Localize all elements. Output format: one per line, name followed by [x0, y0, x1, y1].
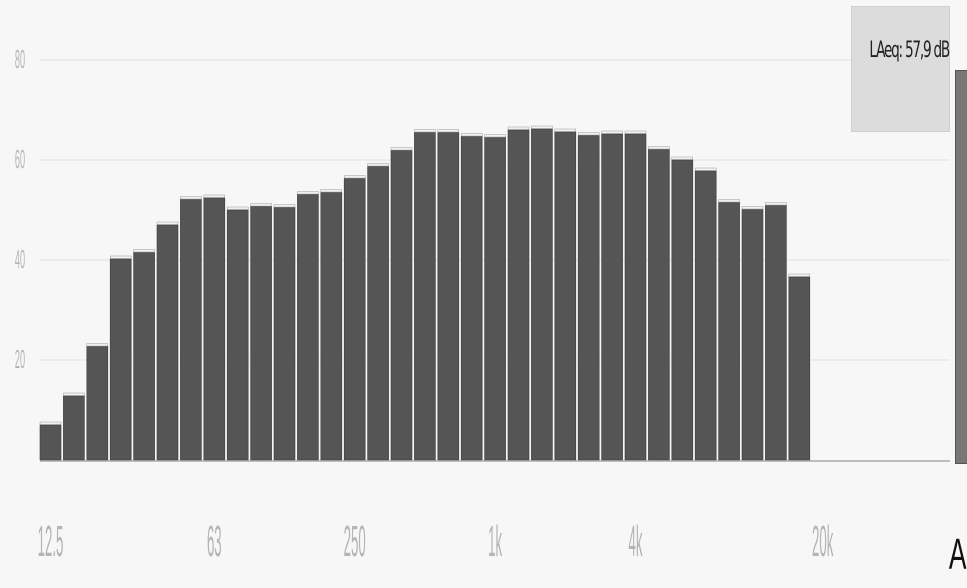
peak-marker [765, 202, 787, 206]
spectrum-bar [63, 395, 85, 461]
peak-marker [695, 167, 717, 171]
x-tick-label: 20k [812, 517, 834, 566]
peak-marker [484, 134, 506, 138]
spectrum-bar [109, 258, 132, 461]
peak-marker [507, 126, 530, 130]
x-axis-ticks: 12.5 63 250 1k 4k 20k [38, 517, 834, 566]
peak-marker [86, 343, 109, 347]
x-tick-label: 4k [629, 517, 643, 566]
y-tick-label: 60 [15, 145, 25, 174]
peak-marker [133, 249, 155, 253]
chart-bars [39, 125, 811, 461]
spectrum-bar [273, 207, 296, 461]
spectrum-bar [531, 128, 553, 461]
peak-marker [531, 125, 553, 129]
spectrum-bar [39, 424, 62, 461]
spectrum-bar [250, 206, 272, 461]
spectrum-bar [320, 192, 343, 461]
peak-marker [226, 206, 249, 210]
spectrum-bar [297, 194, 319, 461]
spectrum-bar [437, 132, 460, 461]
spectrum-bar [390, 150, 413, 461]
spectrum-bar [601, 133, 623, 461]
peak-marker [344, 175, 366, 179]
y-tick-label: 20 [15, 345, 25, 374]
peak-marker [461, 133, 483, 137]
peak-marker [273, 204, 296, 208]
x-tick-label: 1k [488, 517, 502, 566]
peak-marker [203, 194, 226, 198]
spectrum-bar [718, 202, 740, 461]
peak-marker [718, 199, 740, 203]
peak-marker [250, 203, 272, 207]
spectrum-bar [180, 199, 202, 461]
peak-marker [437, 129, 459, 133]
peak-marker [414, 129, 436, 133]
spectrum-bar [671, 159, 694, 461]
spectrum-bar [648, 149, 670, 461]
spectrum-bar [367, 166, 389, 461]
peak-marker [788, 273, 810, 277]
leq-readout-text: LAeq: 57,9 dB [869, 38, 950, 63]
y-axis-ticks: 20 40 60 80 [15, 45, 25, 374]
y-tick-label: 80 [15, 45, 25, 74]
peak-marker [297, 191, 319, 195]
spectrum-bar [226, 209, 249, 461]
peak-marker [601, 130, 623, 134]
peak-marker [180, 196, 202, 200]
peak-marker [741, 206, 764, 210]
y-tick-label: 40 [15, 245, 25, 274]
peak-marker [554, 128, 576, 132]
peak-marker [109, 255, 132, 259]
peak-marker [578, 132, 600, 136]
peak-marker [39, 421, 62, 425]
spectrum-bar [577, 135, 600, 461]
spectrum-bar [507, 129, 530, 461]
peak-marker [671, 156, 693, 160]
spectrum-bar [460, 136, 483, 461]
spectrum-bar [414, 132, 436, 461]
x-tick-label: 250 [344, 517, 366, 566]
spectrum-bar [694, 170, 717, 461]
level-meter-bar [955, 70, 967, 464]
spectrum-bar [484, 137, 506, 461]
x-tick-label: 63 [207, 517, 222, 566]
spectrum-bar [741, 209, 764, 461]
cut-off-letter: A [948, 530, 967, 579]
peak-marker [624, 130, 647, 134]
spectrum-bar [554, 131, 577, 461]
x-tick-label: 12.5 [38, 517, 64, 566]
spectrum-bar [343, 178, 366, 461]
peak-marker [648, 146, 670, 150]
peak-marker [367, 163, 389, 167]
spectrum-bar [133, 252, 155, 461]
spectrum-bar [86, 346, 109, 461]
peak-marker [63, 392, 85, 396]
spectrum-bar [624, 133, 647, 461]
peak-marker [320, 189, 342, 193]
spectrum-bar [765, 205, 787, 461]
peak-marker [390, 147, 413, 151]
leq-readout-box [851, 6, 950, 132]
spectrum-bar [788, 276, 811, 461]
spectrum-bar [203, 197, 226, 461]
peak-marker [156, 221, 179, 225]
spectrum-bar [156, 224, 179, 461]
